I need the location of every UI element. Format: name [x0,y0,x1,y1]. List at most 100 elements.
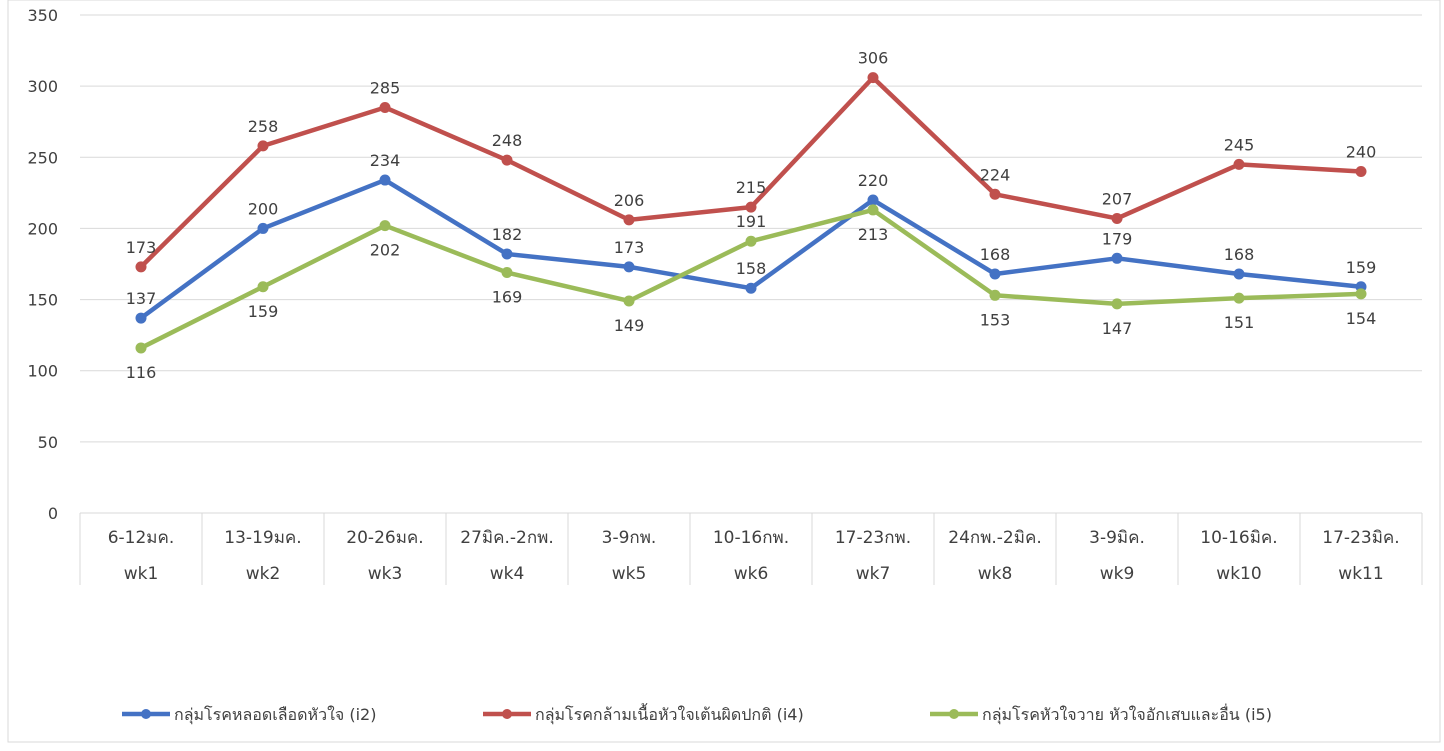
data-point [379,174,391,186]
legend: กลุ่มโรคหลอดเลือดหัวใจ (i2) กลุ่มโรคกล้าม… [122,703,1272,725]
x-tick-label-week: wk4 [490,564,525,584]
data-label: 182 [492,225,523,244]
data-label: 173 [614,238,645,257]
data-point [623,261,635,273]
data-point [989,289,1001,301]
data-point [379,101,391,113]
data-point [257,140,269,152]
data-point [989,188,1001,200]
y-tick-label: 200 [27,219,58,238]
data-point [623,214,635,226]
data-point [867,72,879,84]
data-point [501,248,513,260]
data-label: 245 [1224,135,1255,154]
legend-marker [502,709,512,719]
x-tick-label-range: 27มิค.-2กพ. [460,528,553,548]
data-label: 147 [1102,319,1133,338]
data-label: 154 [1346,309,1377,328]
x-tick-label-range: 24กพ.-2มิค. [948,528,1041,548]
data-label: 202 [370,241,401,260]
x-tick-label-week: wk10 [1216,564,1261,584]
data-label: 137 [126,289,157,308]
data-label: 159 [1346,258,1377,277]
series-group [135,72,1367,354]
data-label: 206 [614,191,645,210]
series-2 [135,72,1367,273]
x-tick-label-range: 10-16กพ. [713,528,789,548]
series-3 [135,204,1367,354]
data-label: 151 [1224,313,1255,332]
data-label: 200 [248,199,279,218]
x-tick-label-week: wk7 [856,564,891,584]
y-tick-label: 350 [27,6,58,25]
data-point [257,281,269,293]
legend-marker [949,709,959,719]
data-point [1233,268,1245,280]
x-tick-label-week: wk8 [978,564,1013,584]
data-label: 220 [858,171,889,190]
data-point [1233,292,1245,304]
y-tick-label: 300 [27,77,58,96]
data-point [745,282,757,294]
y-tick-label: 0 [48,504,58,523]
legend-label: กลุ่มโรคหัวใจวาย หัวใจอักเสบและอื่น (i5) [982,703,1272,725]
data-label: 234 [370,151,401,170]
x-tick-label-range: 17-23กพ. [835,528,911,548]
data-label: 224 [980,165,1011,184]
data-label: 149 [614,316,645,335]
x-tick-label-range: 17-23มิค. [1322,528,1399,548]
y-tick-label: 100 [27,362,58,381]
legend-label: กลุ่มโรคหลอดเลือดหัวใจ (i2) [174,705,376,725]
data-label: 116 [126,363,157,382]
data-label: 158 [736,259,767,278]
data-label: 240 [1346,143,1377,162]
x-tick-label-range: 13-19มค. [224,528,301,548]
data-point [1111,252,1123,264]
x-tick-label-week: wk3 [368,564,403,584]
data-label: 306 [858,49,889,68]
data-label: 258 [248,117,279,136]
x-tick-label-range: 3-9กพ. [602,528,657,548]
data-labels: 137 200 234 182 173 158 220 168 179 168 159 173 258 2… [126,49,1377,382]
x-tick-label-week: wk1 [124,564,159,584]
x-tick-label-week: wk6 [734,564,769,584]
x-tick-label-week: wk9 [1100,564,1135,584]
data-label: 207 [1102,189,1133,208]
x-tick-label-range: 3-9มิค. [1089,528,1145,548]
data-point [257,222,269,234]
data-point [867,194,879,206]
x-tick-label-week: wk11 [1338,564,1383,584]
data-label: 213 [858,225,889,244]
y-axis: 0 50 100 150 200 250 300 350 [27,6,58,523]
data-point [501,154,513,166]
x-tick-label-week: wk5 [612,564,647,584]
legend-label: กลุ่มโรคกล้ามเนื้อหัวใจเต้นผิดปกติ (i4) [535,703,804,725]
data-label: 153 [980,310,1011,329]
legend-item: กลุ่มโรคกล้ามเนื้อหัวใจเต้นผิดปกติ (i4) [483,703,804,725]
data-label: 173 [126,238,157,257]
data-label: 248 [492,131,523,150]
data-point [989,268,1001,280]
legend-marker [141,709,151,719]
data-point [135,342,147,354]
data-point [623,295,635,307]
data-point [135,312,147,324]
data-label: 179 [1102,229,1133,248]
y-tick-label: 250 [27,148,58,167]
x-tick-label-range: 10-16มิค. [1200,528,1277,548]
legend-item: กลุ่มโรคหลอดเลือดหัวใจ (i2) [122,705,376,725]
y-tick-label: 50 [38,433,58,452]
data-label: 159 [248,302,279,321]
data-point [1111,298,1123,310]
data-point [1355,288,1367,300]
data-point [1233,158,1245,170]
gridlines [80,14,1422,443]
data-point [501,267,513,279]
x-axis: 6-12มค. wk1 13-19มค. wk2 20-26มค. wk3 27มิค.-2… [79,512,1423,585]
data-point [745,235,757,247]
data-point [1111,212,1123,224]
data-point [135,261,147,273]
data-point [379,220,391,232]
